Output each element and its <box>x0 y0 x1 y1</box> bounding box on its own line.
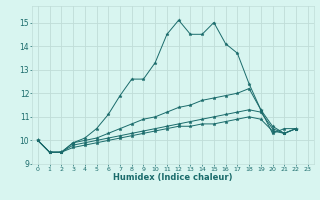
X-axis label: Humidex (Indice chaleur): Humidex (Indice chaleur) <box>113 173 233 182</box>
